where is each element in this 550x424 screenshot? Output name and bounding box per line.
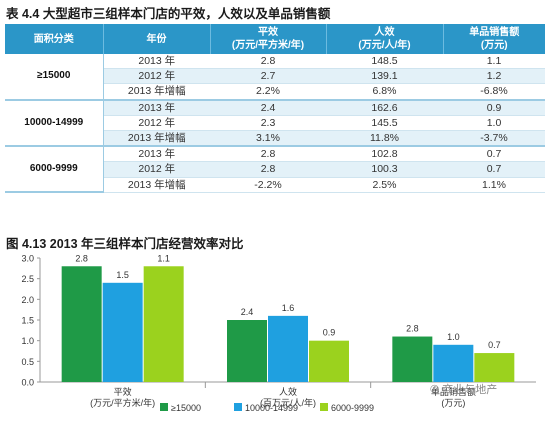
- cell-renxiao: 148.5: [326, 54, 443, 70]
- table-title: 表 4.4 大型超市三组样本门店的平效，人效以及单品销售额: [6, 7, 331, 21]
- header-danpin: 单品销售额 (万元): [443, 24, 545, 54]
- cell-year: 2013 年: [103, 146, 210, 163]
- cell-danpin: 0.9: [443, 99, 545, 116]
- table-row: ≥15000 2013 年 2.8 148.5 1.1: [5, 54, 545, 101]
- table-row: 2013 年增幅 2.2% 6.8% -6.8%: [5, 83, 545, 101]
- y-tick-label: 2.5: [21, 274, 34, 284]
- wechat-icon: ✆: [430, 384, 440, 396]
- cell-pingxiao: 2.8: [210, 54, 326, 70]
- cell-renxiao: 2.5%: [326, 177, 443, 193]
- cell-renxiao: 145.5: [326, 115, 443, 131]
- y-tick-label: 0.5: [21, 357, 34, 367]
- table-row: 6000-9999 2013 年 2.8 102.8 0.7: [5, 146, 545, 194]
- cell-renxiao: 11.8%: [326, 130, 443, 148]
- x-tick-label: 人效: [279, 386, 297, 397]
- data-label: 1.5: [116, 270, 129, 280]
- cell-danpin: -6.8%: [443, 83, 545, 101]
- cell-year: 2012 年: [103, 68, 210, 85]
- header-renxiao: 人效 (万元/人/年): [326, 24, 444, 54]
- cell-year: 2013 年: [103, 54, 210, 70]
- group-label: 10000-14999: [5, 99, 104, 148]
- bar: [61, 266, 102, 382]
- group-label: 6000-9999: [5, 146, 104, 194]
- x-tick-label: (万元): [441, 398, 465, 408]
- legend-swatch: [234, 403, 242, 411]
- data-label: 2.4: [241, 307, 254, 317]
- y-tick-label: 1.0: [21, 336, 34, 346]
- bar: [392, 336, 433, 382]
- y-tick-label: 3.0: [21, 254, 34, 264]
- legend-label: 6000-9999: [331, 403, 374, 413]
- legend-label: ≥15000: [171, 403, 201, 413]
- header-year: 年份: [103, 24, 211, 54]
- bar: [309, 340, 349, 382]
- data-label: 1.1: [157, 253, 170, 263]
- cell-year: 2012 年: [103, 115, 210, 131]
- watermark: ✆ 商业与地产: [430, 381, 497, 397]
- cell-pingxiao: 2.3: [210, 115, 326, 131]
- y-tick-label: 1.5: [21, 316, 34, 326]
- bar: [102, 282, 143, 382]
- cell-pingxiao: 2.8: [210, 146, 326, 163]
- group-label: ≥15000: [5, 54, 104, 101]
- cell-pingxiao: 2.8: [210, 161, 326, 178]
- cell-year: 2012 年: [103, 161, 210, 178]
- data-label: 1.0: [447, 332, 460, 342]
- cell-pingxiao: 3.1%: [210, 130, 326, 148]
- cell-renxiao: 6.8%: [326, 83, 443, 101]
- cell-renxiao: 139.1: [326, 68, 443, 85]
- cell-danpin: 1.1%: [443, 177, 545, 193]
- bar: [143, 266, 184, 382]
- cell-pingxiao: -2.2%: [210, 177, 326, 193]
- cell-year: 2013 年增幅: [103, 130, 210, 148]
- watermark-text: 商业与地产: [442, 384, 498, 396]
- cell-danpin: 1.2: [443, 68, 545, 85]
- table-row: 10000-14999 2013 年 2.4 162.6 0.9: [5, 99, 545, 148]
- table-row: 2013 年增幅 3.1% 11.8% -3.7%: [5, 130, 545, 148]
- header-pingxiao: 平效 (万元/平方米/年): [210, 24, 327, 54]
- cell-renxiao: 102.8: [326, 146, 443, 163]
- cell-danpin: 1.1: [443, 54, 545, 70]
- bar: [227, 320, 267, 382]
- cell-danpin: -3.7%: [443, 130, 545, 148]
- x-tick-label: 单品销售额: [431, 386, 476, 397]
- cell-danpin: 0.7: [443, 146, 545, 163]
- table-header-row: 面积分类 年份 平效 (万元/平方米/年) 人效 (万元/人/年) 单品销售额 (万元…: [5, 24, 545, 54]
- bar: [433, 344, 474, 382]
- cell-pingxiao: 2.4: [210, 99, 326, 116]
- header-area: 面积分类: [5, 24, 104, 54]
- bar: [268, 315, 308, 382]
- cell-pingxiao: 2.2%: [210, 83, 326, 101]
- chart-title: 图 4.13 2013 年三组样本门店经营效率对比: [6, 237, 244, 251]
- x-tick-label: (百万元/人/年): [260, 397, 316, 408]
- table-row: 2013 年增幅 -2.2% 2.5% 1.1%: [5, 177, 545, 193]
- data-label: 0.7: [488, 340, 501, 350]
- legend-label: 10000-14999: [245, 403, 298, 413]
- table-row: 2012 年 2.7 139.1 1.2: [5, 68, 545, 85]
- bar: [474, 353, 515, 382]
- cell-year: 2013 年增幅: [103, 83, 210, 101]
- cell-year: 2013 年: [103, 99, 210, 116]
- data-label: 2.8: [75, 253, 88, 263]
- data-label: 0.9: [323, 328, 336, 338]
- bar-chart: 0.0 0.5 1.0 1.5 2.0 2.5 3.0 2.8 1.5 1.1 平效(万元/平方米/…: [21, 253, 536, 413]
- x-tick-label: (万元/平方米/年): [90, 397, 155, 408]
- legend-swatch: [160, 403, 168, 411]
- y-tick-label: 0.0: [21, 378, 34, 388]
- data-label: 2.8: [406, 324, 419, 334]
- cell-danpin: 1.0: [443, 115, 545, 131]
- data-label: 1.6: [282, 303, 295, 313]
- data-table: 面积分类 年份 平效 (万元/平方米/年) 人效 (万元/人/年) 单品销售额 (万元…: [5, 24, 545, 194]
- cell-year: 2013 年增幅: [103, 177, 210, 193]
- cell-danpin: 0.7: [443, 161, 545, 178]
- x-tick-label: 平效: [114, 386, 132, 397]
- cell-renxiao: 162.6: [326, 99, 443, 116]
- table-row: 2012 年 2.3 145.5 1.0: [5, 115, 545, 131]
- cell-renxiao: 100.3: [326, 161, 443, 178]
- legend-swatch: [320, 403, 328, 411]
- cell-pingxiao: 2.7: [210, 68, 326, 85]
- y-tick-label: 2.0: [21, 295, 34, 305]
- table-row: 2012 年 2.8 100.3 0.7: [5, 161, 545, 178]
